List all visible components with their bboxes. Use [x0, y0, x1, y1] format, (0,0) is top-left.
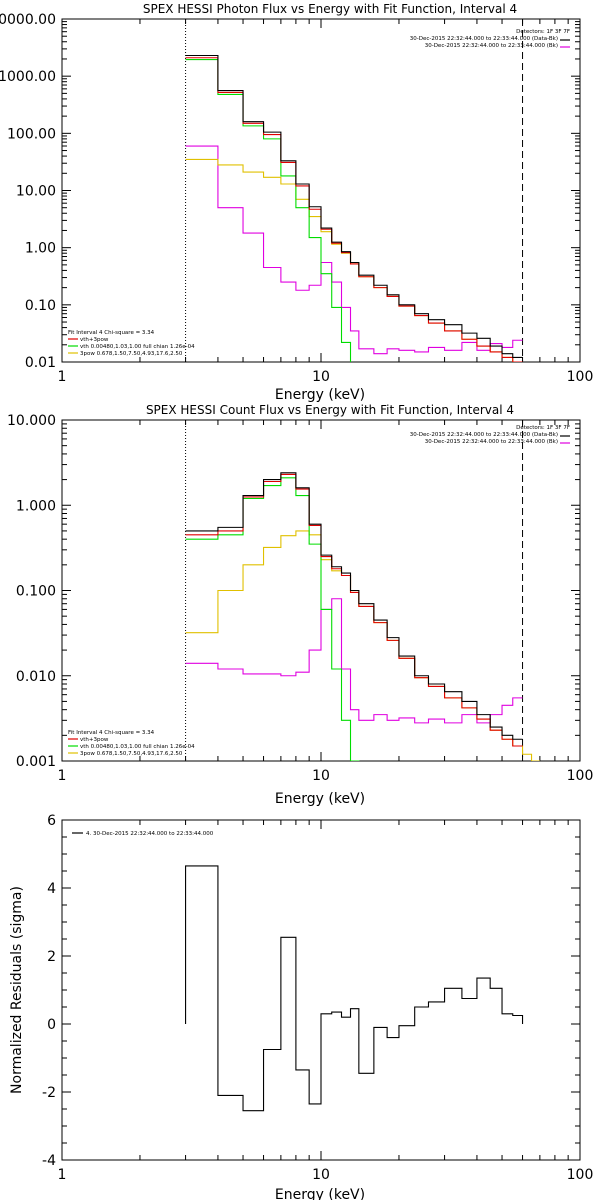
count-flux-xlabel: Energy (keV) — [275, 791, 365, 807]
photon-legend-bl-entry-0: vth+3pow — [80, 337, 109, 343]
count-series-bk — [185, 598, 523, 724]
photon-flux-xlabel: Energy (keV) — [275, 387, 365, 403]
residuals-ytick-label: -2 — [42, 1085, 56, 1101]
photon-legend-tr-entry-1: 30-Dec-2015 22:32:44.000 to 22:33:44.000… — [425, 43, 558, 49]
photon-legend-bl-entry-2: 3pow 0.678,1.50,7.50,4.93,17.6,2.50 — [80, 351, 183, 357]
count-series-vth — [185, 477, 360, 761]
count-series-data-bk — [185, 472, 523, 740]
count-flux-title: SPEX HESSI Count Flux vs Energy with Fit… — [146, 403, 514, 417]
count-ytick-label: 0.001 — [16, 754, 56, 770]
count-xtick-label: 100 — [567, 768, 594, 784]
count-legend-bl-entry-0: vth+3pow — [80, 737, 109, 743]
residuals-legend-entry-0: 4. 30-Dec-2015 22:32:44.000 to 22:33:44.… — [86, 831, 214, 837]
count-legend-bl-header: Fit Interval 4 Chi-square = 3.34 — [68, 730, 155, 736]
residuals-ylabel: Normalized Residuals (sigma) — [9, 886, 25, 1094]
photon-ytick-label: 0.01 — [25, 355, 56, 371]
photon-ytick-label: 0.10 — [25, 298, 56, 314]
photon-ytick-label: 1000.00 — [0, 69, 56, 85]
residuals-xlabel: Energy (keV) — [275, 1187, 365, 1200]
photon-ytick-label: 100.00 — [7, 126, 56, 142]
count-xtick-label: 1 — [58, 768, 67, 784]
photon-series-vth — [185, 59, 352, 362]
residuals-ytick-label: 0 — [47, 1017, 56, 1033]
photon-xtick-label: 10 — [312, 369, 330, 385]
count-legend-tr-header: Detectors: 1F 3F 7F — [516, 425, 570, 431]
count-ytick-label: 0.010 — [16, 669, 56, 685]
photon-legend-bl-entry-1: vth 0.00480,1.03,1.00 full chian 1.26e-0… — [80, 344, 195, 350]
photon-legend-bl-header: Fit Interval 4 Chi-square = 3.34 — [68, 330, 155, 336]
photon-xtick-label: 1 — [58, 369, 67, 385]
residuals-xtick-label: 100 — [567, 1167, 594, 1183]
photon-series-data-bk — [185, 54, 523, 359]
photon-ytick-label: 10000.00 — [0, 12, 56, 28]
photon-legend-tr-entry-0: 30-Dec-2015 22:32:44.000 to 22:33:44.000… — [410, 36, 558, 42]
photon-axes-frame — [61, 18, 581, 363]
residuals-xtick-label: 10 — [312, 1167, 330, 1183]
count-ytick-label: 0.100 — [16, 584, 56, 600]
photon-series-bk — [185, 145, 523, 355]
residuals-panel: Energy (keV) Normalized Residuals (sigma… — [9, 813, 594, 1203]
residuals-ytick-label: 4 — [47, 881, 56, 897]
count-ytick-label: 10.000 — [7, 413, 56, 429]
photon-legend-tr-header: Detectors: 1F 3F 7F — [516, 29, 570, 35]
count-xtick-label: 10 — [312, 768, 330, 784]
photon-xtick-label: 100 — [567, 369, 594, 385]
residuals-xtick-label: 1 — [58, 1167, 67, 1183]
residuals-series-4-30-dec-2015-22-32-44-000-to-22-33-44-000 — [185, 865, 524, 1112]
count-flux-panel: SPEX HESSI Count Flux vs Energy with Fit… — [7, 403, 593, 807]
photon-flux-panel: SPEX HESSI Photon Flux vs Energy with Fi… — [0, 2, 593, 403]
count-series-vth-3pow — [185, 473, 523, 747]
photon-ytick-label: 1.00 — [25, 241, 56, 257]
residuals-ytick-label: 6 — [47, 813, 56, 829]
photon-ytick-label: 10.00 — [16, 184, 56, 200]
count-series-3pow — [185, 530, 540, 761]
residuals-ytick-label: -4 — [42, 1153, 56, 1169]
photon-series-vth-3pow — [185, 57, 523, 362]
count-legend-bl-entry-2: 3pow 0.678,1.50,7.50,4.93,17.6,2.50 — [80, 751, 183, 757]
count-legend-tr-entry-0: 30-Dec-2015 22:32:44.000 to 22:33:44.000… — [410, 432, 558, 438]
count-ytick-label: 1.000 — [16, 498, 56, 514]
photon-series-3pow — [185, 158, 523, 362]
photon-flux-title: SPEX HESSI Photon Flux vs Energy with Fi… — [143, 2, 517, 16]
count-legend-bl-entry-1: vth 0.00480,1.03,1.00 full chian 1.26e-0… — [80, 744, 195, 750]
count-legend-tr-entry-1: 30-Dec-2015 22:32:44.000 to 22:33:44.000… — [425, 439, 558, 445]
residuals-ytick-label: 2 — [47, 949, 56, 965]
